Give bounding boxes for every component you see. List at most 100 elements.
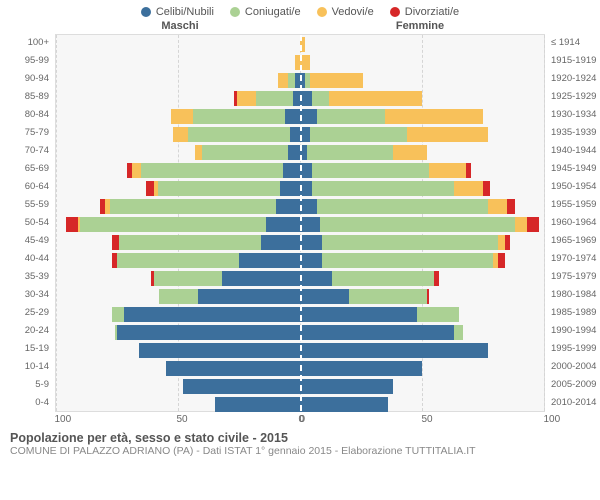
bar-segment bbox=[112, 235, 119, 250]
female-bar bbox=[300, 143, 544, 161]
female-bar bbox=[300, 89, 544, 107]
female-bar bbox=[300, 53, 544, 71]
bar-segment bbox=[171, 109, 193, 124]
y-tick-birth: 1985-1989 bbox=[551, 304, 600, 322]
bar-segment bbox=[193, 109, 286, 124]
female-bar bbox=[300, 359, 544, 377]
bar-segment bbox=[239, 253, 300, 268]
center-line bbox=[300, 35, 302, 411]
male-bar bbox=[56, 179, 300, 197]
male-bar bbox=[56, 197, 300, 215]
gender-labels: Maschi Femmine bbox=[0, 20, 600, 32]
female-bar bbox=[300, 161, 544, 179]
y-tick-birth: 1940-1944 bbox=[551, 142, 600, 160]
bar-segment bbox=[119, 235, 261, 250]
female-bar bbox=[300, 305, 544, 323]
male-bar bbox=[56, 35, 300, 53]
female-bar bbox=[300, 377, 544, 395]
legend-item: Vedovi/e bbox=[317, 6, 374, 18]
bar-segment bbox=[393, 145, 427, 160]
bar-segment bbox=[322, 235, 498, 250]
male-bar bbox=[56, 53, 300, 71]
y-tick-birth: 1960-1964 bbox=[551, 214, 600, 232]
bar-segment bbox=[202, 145, 287, 160]
male-bar bbox=[56, 305, 300, 323]
x-tick: 0 bbox=[300, 414, 301, 425]
y-tick-birth: 1925-1929 bbox=[551, 88, 600, 106]
bar-segment bbox=[320, 217, 515, 232]
chart-title: Popolazione per età, sesso e stato civil… bbox=[0, 425, 600, 445]
female-bar bbox=[300, 395, 544, 413]
legend-item: Coniugati/e bbox=[230, 6, 301, 18]
bar-segment bbox=[466, 163, 471, 178]
male-bar bbox=[56, 161, 300, 179]
x-axis: 050100 050100 bbox=[0, 412, 600, 425]
bar-segment bbox=[317, 109, 385, 124]
female-bar bbox=[300, 215, 544, 233]
bar-segment bbox=[261, 235, 300, 250]
bar-segment bbox=[488, 199, 508, 214]
bar-segment bbox=[300, 199, 317, 214]
bar-segment bbox=[132, 163, 142, 178]
male-bar bbox=[56, 323, 300, 341]
bar-segment bbox=[80, 217, 265, 232]
bar-segment bbox=[283, 163, 300, 178]
bar-segment bbox=[300, 289, 349, 304]
y-tick-birth: 2010-2014 bbox=[551, 394, 600, 412]
y-tick-age: 40-44 bbox=[0, 250, 49, 268]
male-bar bbox=[56, 143, 300, 161]
female-bar bbox=[300, 323, 544, 341]
legend-label: Vedovi/e bbox=[332, 6, 374, 18]
y-tick-birth: 2000-2004 bbox=[551, 358, 600, 376]
bar-segment bbox=[312, 163, 429, 178]
bar-segment bbox=[312, 181, 454, 196]
bar-segment bbox=[139, 343, 300, 358]
bar-segment bbox=[332, 271, 434, 286]
y-tick-age: 75-79 bbox=[0, 124, 49, 142]
y-tick-birth: 1945-1949 bbox=[551, 160, 600, 178]
bar-segment bbox=[417, 307, 458, 322]
y-tick-age: 45-49 bbox=[0, 232, 49, 250]
legend-dot bbox=[141, 7, 151, 17]
male-label: Maschi bbox=[60, 20, 300, 32]
y-axis-right: ≤ 19141915-19191920-19241925-19291930-19… bbox=[545, 34, 600, 412]
bar-segment bbox=[159, 289, 198, 304]
male-bar bbox=[56, 269, 300, 287]
bar-segment bbox=[166, 361, 300, 376]
y-tick-age: 80-84 bbox=[0, 106, 49, 124]
y-tick-birth: 1980-1984 bbox=[551, 286, 600, 304]
legend-dot bbox=[230, 7, 240, 17]
bar-segment bbox=[300, 361, 422, 376]
bar-segment bbox=[300, 271, 332, 286]
y-tick-age: 65-69 bbox=[0, 160, 49, 178]
bar-segment bbox=[278, 73, 288, 88]
bar-segment bbox=[427, 289, 429, 304]
bar-segment bbox=[317, 199, 488, 214]
bar-segment bbox=[195, 145, 202, 160]
male-bar bbox=[56, 89, 300, 107]
bar-segment bbox=[322, 253, 493, 268]
bar-segment bbox=[124, 307, 300, 322]
bar-segment bbox=[300, 325, 454, 340]
bar-segment bbox=[300, 379, 393, 394]
legend-dot bbox=[390, 7, 400, 17]
bar-segment bbox=[117, 253, 239, 268]
x-tick: 50 bbox=[177, 414, 178, 425]
male-bar bbox=[56, 233, 300, 251]
y-tick-age: 50-54 bbox=[0, 214, 49, 232]
bar-segment bbox=[515, 217, 527, 232]
male-bar bbox=[56, 71, 300, 89]
bar-segment bbox=[222, 271, 300, 286]
male-bar bbox=[56, 377, 300, 395]
bar-segment bbox=[454, 325, 464, 340]
x-tick: 50 bbox=[422, 414, 423, 425]
chart-subtitle: COMUNE DI PALAZZO ADRIANO (PA) - Dati IS… bbox=[0, 445, 600, 463]
y-tick-age: 30-34 bbox=[0, 286, 49, 304]
y-tick-birth: 1950-1954 bbox=[551, 178, 600, 196]
female-label: Femmine bbox=[300, 20, 540, 32]
y-tick-birth: 1990-1994 bbox=[551, 322, 600, 340]
y-tick-age: 10-14 bbox=[0, 358, 49, 376]
legend: Celibi/NubiliConiugati/eVedovi/eDivorzia… bbox=[0, 0, 600, 20]
bar-segment bbox=[507, 199, 514, 214]
female-bar bbox=[300, 71, 544, 89]
